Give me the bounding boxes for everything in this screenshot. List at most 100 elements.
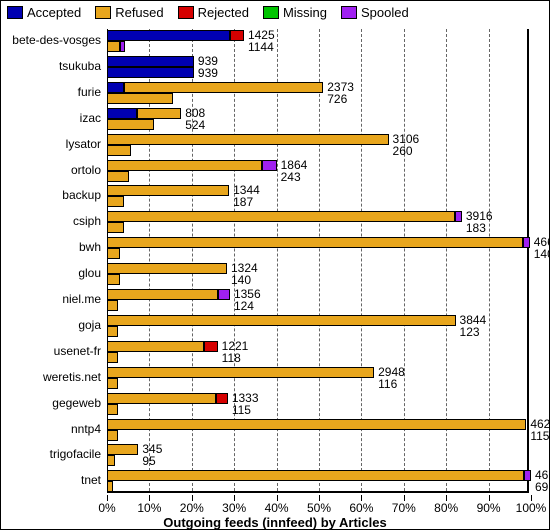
xtick-label: 90% [477, 501, 501, 515]
bar-segment [107, 430, 118, 441]
legend-swatch [95, 6, 111, 19]
feed-row: furie2373726 [107, 81, 527, 107]
feed-row: trigofacile34595 [107, 443, 527, 469]
bar-segment [107, 30, 230, 41]
feed-row: bete-des-vosges14251144 [107, 29, 527, 55]
bar-segment [107, 470, 524, 481]
legend-swatch [341, 6, 357, 19]
bar-segment [107, 367, 374, 378]
feed-label: trigofacile [1, 447, 101, 461]
x-axis-label: Outgoing feeds (innfeed) by Articles [1, 515, 549, 530]
legend-swatch [178, 6, 194, 19]
value-bottom: 140 [231, 273, 251, 287]
bar-segment [107, 455, 115, 466]
feed-row: bwh4663140 [107, 236, 527, 262]
plot-area: bete-des-vosges14251144tsukuba939939furi… [107, 29, 529, 493]
bar-segment [107, 145, 131, 156]
value-bottom: 116 [378, 377, 397, 391]
bar-segment [107, 419, 526, 430]
feed-label: ortolo [1, 163, 101, 177]
value-bottom: 260 [393, 144, 413, 158]
legend-item: Missing [263, 5, 327, 20]
value-bottom: 243 [281, 170, 301, 184]
legend: Accepted Refused Rejected Missing Spooled [7, 5, 409, 20]
feed-label: usenet-fr [1, 344, 101, 358]
bar-segment [107, 444, 138, 455]
bar-segment [262, 160, 277, 171]
legend-swatch [7, 6, 23, 19]
bar-segment [230, 30, 244, 41]
xtick-label: 0% [98, 501, 115, 515]
value-bottom: 1144 [248, 40, 274, 54]
bar-segment [107, 211, 455, 222]
bar-segment [455, 211, 462, 222]
feed-label: gegeweb [1, 396, 101, 410]
value-bottom: 524 [185, 118, 205, 132]
legend-label: Accepted [27, 5, 81, 20]
feed-label: nntp4 [1, 422, 101, 436]
feed-label: glou [1, 266, 101, 280]
feed-row: ortolo1864243 [107, 159, 527, 185]
bar-segment [107, 237, 523, 248]
bar-segment [107, 41, 120, 52]
value-bottom: 95 [142, 454, 155, 468]
value-bottom: 140 [534, 247, 550, 261]
feed-row: tsukuba939939 [107, 55, 527, 81]
feed-row: tnet467869 [107, 469, 527, 495]
feed-row: nntp44627115 [107, 418, 527, 444]
bar-segment [107, 160, 262, 171]
xtick-label: 70% [392, 501, 416, 515]
feed-row: gegeweb1333115 [107, 392, 527, 418]
bar-segment [107, 248, 120, 259]
feed-label: izac [1, 111, 101, 125]
bar-segment [107, 481, 113, 492]
xtick-label: 30% [222, 501, 246, 515]
feed-label: bete-des-vosges [1, 33, 101, 47]
value-bottom: 69 [535, 480, 548, 494]
bar-segment [107, 93, 173, 104]
feed-row: goja3844123 [107, 314, 527, 340]
bar-segment [124, 82, 323, 93]
bar-segment [107, 67, 194, 78]
bar-segment [107, 56, 194, 67]
feed-label: tsukuba [1, 59, 101, 73]
bar-segment [107, 289, 218, 300]
feed-row: glou1324140 [107, 262, 527, 288]
chart-container: { "legend": [ {"label":"Accepted","color… [0, 0, 550, 530]
feed-row: backup1344187 [107, 184, 527, 210]
value-bottom: 115 [530, 429, 549, 443]
feed-label: weretis.net [1, 370, 101, 384]
legend-item: Spooled [341, 5, 409, 20]
feed-row: izac808524 [107, 107, 527, 133]
bar-segment [216, 393, 227, 404]
feed-row: lysator3106260 [107, 133, 527, 159]
feed-label: backup [1, 188, 101, 202]
bar-segment [120, 41, 125, 52]
bar-segment [107, 352, 118, 363]
bar-segment [107, 222, 124, 233]
feed-label: tnet [1, 473, 101, 487]
legend-item: Rejected [178, 5, 249, 20]
value-bottom: 726 [327, 92, 347, 106]
value-bottom: 183 [466, 221, 486, 235]
bar-segment [107, 196, 124, 207]
bar-segment [107, 134, 389, 145]
bar-segment [218, 289, 230, 300]
xtick-label: 80% [434, 501, 458, 515]
bar-segment [107, 378, 118, 389]
bar-segment [107, 404, 118, 415]
bar-segment [107, 341, 204, 352]
value-bottom: 118 [222, 351, 241, 365]
legend-label: Missing [283, 5, 327, 20]
bar-segment [107, 315, 456, 326]
legend-label: Refused [115, 5, 163, 20]
bar-segment [107, 108, 137, 119]
bar-segment [107, 82, 124, 93]
bar-segment [107, 171, 129, 182]
legend-item: Accepted [7, 5, 81, 20]
feed-label: bwh [1, 240, 101, 254]
xtick-label: 50% [307, 501, 331, 515]
value-bottom: 187 [233, 195, 253, 209]
feed-label: niel.me [1, 292, 101, 306]
legend-swatch [263, 6, 279, 19]
